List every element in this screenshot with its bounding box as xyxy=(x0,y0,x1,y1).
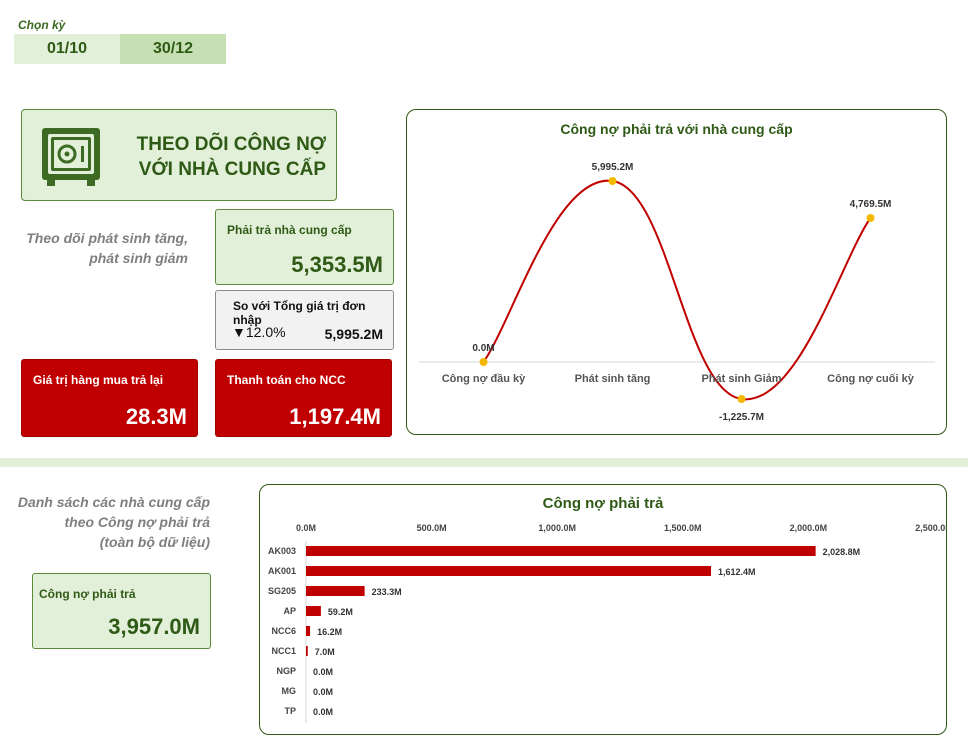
line-data-label: 4,769.5M xyxy=(850,199,892,210)
line-x-tick-label: Công nợ đầu kỳ xyxy=(442,373,526,385)
kpi-compare-card: So với Tổng giá trị đơn nhập ▼12.0% 5,99… xyxy=(215,290,394,350)
note-top-line-2: phát sinh giảm xyxy=(89,250,188,266)
bar xyxy=(306,566,712,576)
bar-chart-title: Công nợ phải trả xyxy=(542,495,664,512)
bar-data-label: 59.2M xyxy=(328,607,353,617)
bar-x-tick-label: 500.0M xyxy=(417,523,447,533)
bar-category-label: NGP xyxy=(276,666,296,676)
bar-data-label: 0.0M xyxy=(313,687,333,697)
title-line-2: VỚI NHÀ CUNG CẤP xyxy=(138,159,326,180)
bar-category-label: MG xyxy=(282,686,297,696)
line-x-tick-label: Phát sinh Giảm xyxy=(701,373,781,385)
line-point xyxy=(737,395,746,404)
kpi-payment-card: Thanh toán cho NCC 1,197.4M xyxy=(215,359,392,437)
line-chart-panel: Công nợ phải trả với nhà cung cấp Công n… xyxy=(406,109,947,435)
line-x-tick-label: Công nợ cuối kỳ xyxy=(827,373,915,385)
bar-data-label: 7.0M xyxy=(315,647,335,657)
bar xyxy=(306,646,308,656)
bar-chart: 0.0M 500.0M 1,000.0M 1,500.0M 2,000.0M 2,500.… xyxy=(268,523,946,723)
kpi-payable-card: Phải trả nhà cung cấp 5,353.5M xyxy=(215,209,394,285)
bar-x-tick-label: 2,500.0M xyxy=(915,523,946,533)
kpi-returns-label: Giá trị hàng mua trả lại xyxy=(33,373,164,387)
bar-data-label: 16.2M xyxy=(317,627,342,637)
kpi-payable-label: Phải trả nhà cung cấp xyxy=(227,223,352,237)
line-series xyxy=(482,179,872,401)
bar-data-label: 2,028.8M xyxy=(823,547,861,557)
kpi-payment-label: Thanh toán cho NCC xyxy=(227,373,346,387)
kpi-total-payable-card: Công nợ phải trả 3,957.0M xyxy=(32,573,211,649)
bar-category-label: TP xyxy=(284,706,296,716)
line-data-label: 0.0M xyxy=(472,343,494,354)
bar-data-label: 0.0M xyxy=(313,667,333,677)
kpi-payment-value: 1,197.4M xyxy=(289,404,381,429)
kpi-total-payable-label: Công nợ phải trả xyxy=(39,587,136,601)
note-top: Theo dõi phát sinh tăng, phát sinh giảm xyxy=(20,228,188,268)
note-bottom-line-1: Danh sách các nhà cung cấp xyxy=(17,494,210,510)
bar-category-label: AK003 xyxy=(268,546,296,556)
bar-data-label: 1,612.4M xyxy=(718,567,756,577)
bar-data-label: 0.0M xyxy=(313,707,333,717)
bar-x-tick-label: 2,000.0M xyxy=(790,523,828,533)
kpi-payable-value: 5,353.5M xyxy=(291,252,383,277)
period-from-button[interactable]: 01/10 xyxy=(14,34,120,64)
line-data-label: -1,225.7M xyxy=(719,412,764,423)
bar-data-label: 233.3M xyxy=(372,587,402,597)
bar-category-label: AK001 xyxy=(268,566,296,576)
line-chart-title: Công nợ phải trả với nhà cung cấp xyxy=(560,121,793,137)
note-bottom: Danh sách các nhà cung cấp theo Công nợ … xyxy=(14,492,210,552)
bar xyxy=(306,626,311,636)
kpi-compare-change: ▼12.0% xyxy=(232,324,286,340)
title-line-1: THEO DÕI CÔNG NỢ xyxy=(136,134,326,155)
note-bottom-line-2: theo Công nợ phải trả xyxy=(64,514,210,530)
bar-x-tick-label: 1,000.0M xyxy=(538,523,576,533)
line-point xyxy=(608,177,617,185)
section-divider xyxy=(0,458,968,467)
line-chart: Công nợ đầu kỳ Phát sinh tăng Phát sinh Gi… xyxy=(419,162,935,423)
line-data-label: 5,995.2M xyxy=(592,162,634,173)
bar-category-label: SG205 xyxy=(268,586,296,596)
down-arrow-icon: ▼ xyxy=(232,324,246,340)
safe-icon xyxy=(42,128,100,186)
kpi-returns-value: 28.3M xyxy=(125,404,187,429)
kpi-total-payable-value: 3,957.0M xyxy=(108,614,200,639)
bar-category-label: AP xyxy=(283,606,296,616)
bar-x-tick-label: 0.0M xyxy=(296,523,316,533)
bar-category-label: NCC1 xyxy=(271,646,296,656)
bar-x-tick-label: 1,500.0M xyxy=(664,523,702,533)
kpi-returns-card: Giá trị hàng mua trả lại 28.3M xyxy=(21,359,198,437)
period-label: Chọn kỳ xyxy=(18,18,66,32)
line-x-tick-label: Phát sinh tăng xyxy=(575,373,651,385)
kpi-compare-value: 5,995.2M xyxy=(324,326,383,342)
line-point xyxy=(866,214,875,223)
bar xyxy=(306,606,321,616)
line-point xyxy=(479,358,488,366)
bar-category-label: NCC6 xyxy=(271,626,296,636)
bar-chart-panel: Công nợ phải trả 0.0M 500.0M 1,000.0M 1,500… xyxy=(259,484,947,735)
kpi-compare-label: So với Tổng giá trị đơn nhập xyxy=(233,299,366,327)
bar xyxy=(306,546,816,556)
period-to-button[interactable]: 30/12 xyxy=(120,34,226,64)
dashboard-title: THEO DÕI CÔNG NỢ VỚI NHÀ CUNG CẤP xyxy=(137,132,326,182)
note-bottom-line-3: (toàn bộ dữ liệu) xyxy=(99,534,210,550)
note-top-line-1: Theo dõi phát sinh tăng, xyxy=(26,230,188,246)
kpi-compare-pct: 12.0% xyxy=(245,324,286,340)
dashboard-title-card: THEO DÕI CÔNG NỢ VỚI NHÀ CUNG CẤP xyxy=(21,109,337,201)
bar xyxy=(306,586,365,596)
